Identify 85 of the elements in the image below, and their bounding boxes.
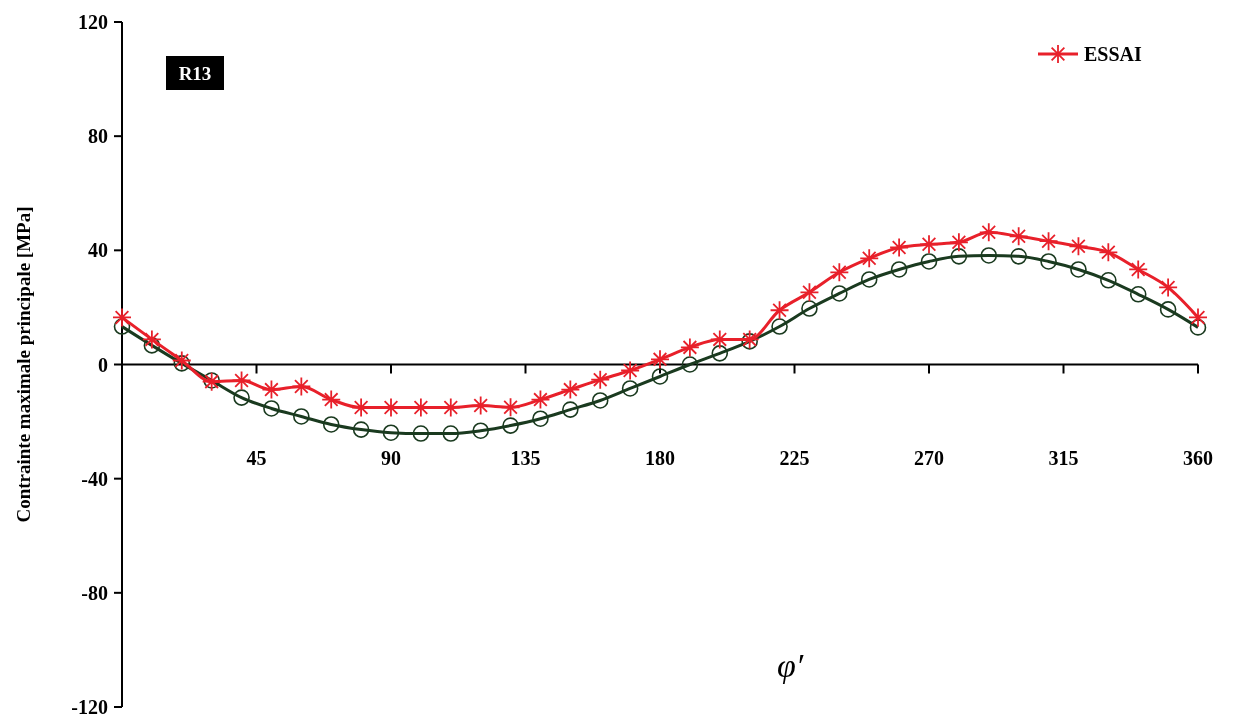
point [771, 318, 788, 335]
point [919, 234, 939, 255]
point [1008, 226, 1029, 247]
point [859, 248, 880, 269]
point [1129, 285, 1147, 303]
point [502, 417, 519, 434]
x-tick-label: 360 [1183, 446, 1213, 469]
point [1159, 301, 1177, 318]
point [650, 349, 670, 370]
annotation: R13 [178, 62, 212, 84]
point [831, 285, 848, 302]
point [1158, 277, 1179, 298]
point [352, 421, 370, 438]
point [381, 397, 401, 418]
point [291, 376, 312, 397]
point [709, 329, 730, 350]
x-tick-label: 225 [779, 446, 810, 469]
point [233, 389, 250, 406]
point [948, 232, 969, 253]
point [442, 425, 460, 442]
y-tick-label: -80 [81, 581, 108, 604]
point [412, 425, 430, 442]
point [591, 392, 609, 409]
point [801, 300, 818, 317]
point [978, 222, 999, 243]
point [890, 261, 908, 278]
point [171, 350, 192, 371]
point [382, 424, 400, 442]
point [231, 370, 252, 391]
x-tick-label: 270 [914, 446, 944, 469]
point [679, 337, 700, 358]
point [112, 307, 132, 328]
x-tick-label: 135 [510, 446, 541, 469]
point [920, 253, 938, 270]
point [440, 397, 461, 418]
point [500, 397, 521, 418]
y-axis-title: Contrainte maximale principale [MPa] [13, 206, 34, 523]
point [1070, 261, 1087, 278]
point [263, 400, 280, 417]
x-axis-title: φ′ [776, 647, 804, 684]
point [980, 247, 998, 264]
point [1010, 248, 1027, 265]
point [530, 389, 551, 410]
point [681, 356, 699, 373]
point [173, 355, 191, 372]
point [321, 389, 342, 410]
point [470, 395, 491, 416]
x-tick-label: 180 [645, 446, 675, 469]
point [651, 368, 669, 385]
point [1189, 319, 1207, 336]
point [532, 410, 549, 428]
point [1040, 253, 1057, 270]
point [621, 380, 639, 397]
point [1098, 242, 1119, 263]
point [711, 345, 729, 362]
x-tick-label: 90 [381, 446, 401, 469]
y-tick-label: 40 [88, 239, 108, 262]
y-tick-label: 120 [78, 11, 108, 33]
y-tick-label: -120 [71, 696, 108, 718]
point [620, 360, 641, 381]
point [1038, 231, 1059, 252]
point [769, 300, 790, 321]
point [1188, 307, 1208, 328]
point [1068, 236, 1089, 257]
legend-label: ESSAI [1084, 43, 1143, 65]
y-tick-label: 80 [88, 125, 108, 148]
point [860, 271, 878, 288]
point [293, 408, 310, 425]
point [829, 262, 850, 283]
point [889, 237, 910, 258]
point [1128, 259, 1149, 280]
point [950, 248, 968, 265]
point [261, 379, 282, 400]
point [562, 401, 579, 418]
point [560, 379, 581, 400]
point [141, 329, 162, 350]
y-tick-label: 0 [98, 353, 108, 376]
point [799, 282, 820, 303]
x-tick-label: 45 [246, 446, 267, 469]
point [1100, 272, 1117, 289]
point [590, 369, 611, 390]
point [472, 422, 489, 440]
y-tick-label: -40 [81, 467, 108, 490]
x-tick-label: 315 [1048, 446, 1079, 469]
point [322, 416, 340, 433]
